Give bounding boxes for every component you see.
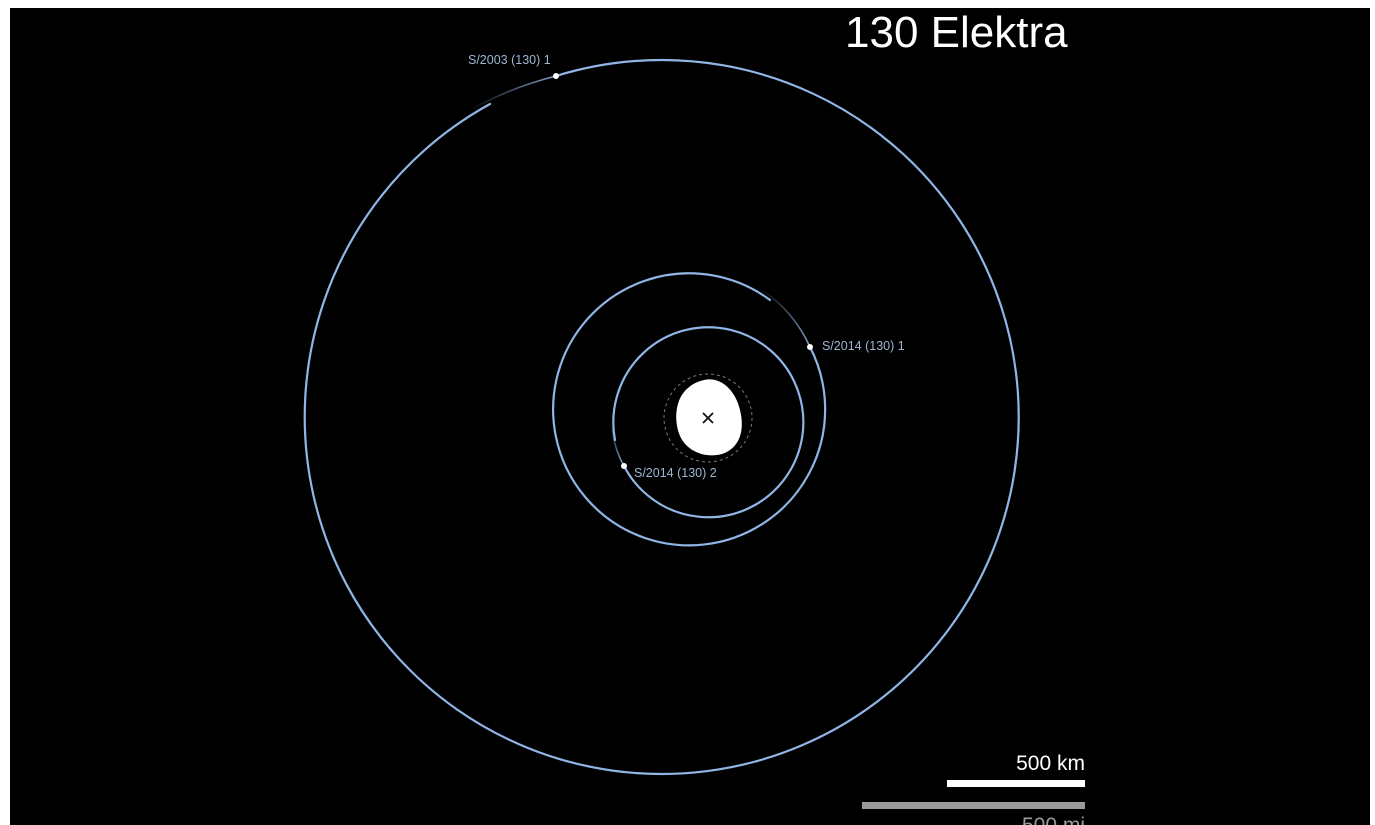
body-boundary-dashed-circle (663, 373, 753, 463)
barycenter-cross-icon (702, 412, 714, 424)
scale-km-bar (947, 780, 1085, 787)
moon-label-s2003-1: S/2003 (130) 1 (468, 53, 551, 67)
moon-dot-s2003-1 (553, 73, 559, 79)
orbit-middle (552, 272, 827, 547)
scale-mi-label: 500 mi (1022, 814, 1085, 825)
moon-label-s2014-1: S/2014 (130) 1 (822, 339, 905, 353)
diagram-title: 130 Elektra (845, 8, 1068, 57)
scale-mi-bar (862, 802, 1085, 809)
orbit-outer (303, 58, 1020, 776)
scale-km-label: 500 km (1016, 752, 1085, 775)
moon-label-s2014-2: S/2014 (130) 2 (634, 466, 717, 480)
moon-dot-s2014-1 (807, 344, 813, 350)
moon-dot-s2014-2 (621, 463, 627, 469)
